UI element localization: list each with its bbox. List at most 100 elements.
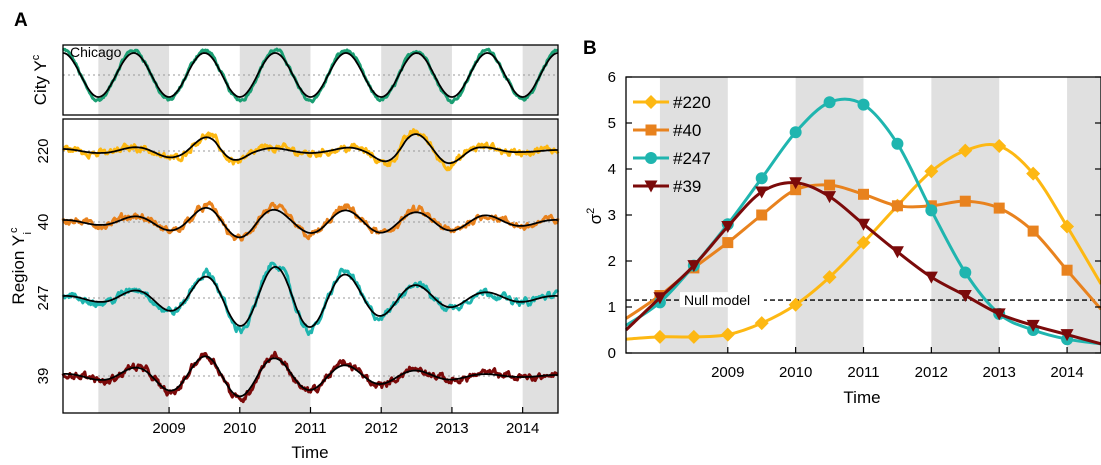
series-39-point-6 — [823, 191, 837, 204]
series-247-point-5 — [789, 126, 802, 139]
panel-a: A 2009 2010 2011 2012 2013 2014 220 40 247 39 Ch… — [8, 10, 560, 462]
series-40-point-7 — [858, 188, 869, 200]
panel-a-row-labels: 220 40 247 39 — [35, 138, 52, 384]
series-247-point-7 — [857, 98, 870, 111]
legend-marker-247 — [645, 152, 657, 164]
panel-b-x-tick-label-2012: 2012 — [915, 364, 948, 381]
null-model-label-bg — [680, 292, 764, 308]
series-39 — [624, 177, 1101, 346]
panel-a-x-axis-title: Time — [291, 443, 328, 462]
series-40-point-10 — [959, 195, 971, 207]
panel-a-x-axis: 2009 2010 2011 2012 2013 2014 — [152, 407, 539, 437]
series-40-point-12 — [1027, 225, 1039, 237]
panel-b-x-tick-label-2013: 2013 — [983, 364, 1016, 381]
legend-marker-220 — [644, 95, 658, 109]
series-39-point-10 — [958, 290, 972, 302]
series-220-point-12 — [1026, 166, 1041, 181]
series-247-point-9 — [925, 204, 938, 217]
series-220-point-7 — [856, 235, 871, 250]
panel-a-x-tick-label-2010: 2010 — [223, 420, 256, 437]
panel-b: B Null model 0 1 2 3 4 5 6 2009 2010 2011 2012 201… — [583, 38, 1101, 407]
panel-b-shade-2 — [931, 77, 1000, 353]
city-chicago-fit-line — [62, 52, 559, 98]
panel-b-y-tick-label-3: 3 — [608, 207, 616, 224]
series-39-point-5 — [789, 177, 803, 190]
series-247-point-6 — [823, 96, 836, 109]
panel-a-region-shade-2 — [381, 119, 452, 413]
panel-b-legend: #220 #40 #247 #39 — [633, 93, 711, 196]
panel-b-series — [624, 96, 1101, 346]
panel-b-y-axis-title: σ2 — [585, 208, 605, 225]
panel-b-y-tick-label-4: 4 — [608, 161, 616, 178]
region-220-raw-line — [61, 128, 560, 172]
series-40-point-6 — [824, 179, 836, 191]
panel-a-city-shade-2 — [381, 45, 452, 115]
series-220-point-3 — [720, 327, 735, 342]
panel-b-y-tick-label-5: 5 — [608, 115, 616, 132]
series-39-point-11 — [992, 308, 1006, 321]
city-annotation: Chicago — [70, 44, 122, 60]
series-220-point-2 — [686, 329, 701, 344]
series-220-point-4 — [754, 316, 769, 331]
series-40-point-11 — [993, 202, 1005, 214]
region-row-label-39: 39 — [35, 368, 52, 385]
series-220-point-9 — [924, 164, 939, 179]
legend-marker-39 — [644, 180, 658, 193]
region-247-fit-line — [63, 266, 558, 328]
legend-label-40: #40 — [673, 121, 701, 140]
region-220-fit-line — [63, 133, 558, 165]
panel-b-x-tick-label-2009: 2009 — [711, 364, 744, 381]
panel-a-city-shade-1 — [239, 45, 311, 115]
series-40-point-3 — [722, 237, 734, 249]
series-247-point-10 — [959, 266, 972, 279]
series-39-point-9 — [924, 271, 938, 284]
panel-a-x-tick-label-2012: 2012 — [365, 420, 398, 437]
panel-b-y-axis: 0 1 2 3 4 5 6 — [608, 69, 1101, 362]
region-row-label-247: 247 — [35, 285, 52, 310]
series-39-point-2 — [687, 260, 701, 273]
series-220-point-13 — [1060, 219, 1075, 234]
panel-a-curves — [61, 47, 560, 404]
series-40-point-4 — [756, 209, 768, 221]
series-40-point-5 — [790, 184, 802, 196]
series-220-point-5 — [788, 297, 803, 312]
series-247-point-8 — [891, 137, 904, 150]
series-220-point-11 — [992, 139, 1007, 153]
region-row-label-220: 220 — [35, 138, 52, 163]
panel-b-y-tick-label-2: 2 — [608, 253, 616, 270]
legend-label-39: #39 — [673, 177, 701, 196]
panel-b-y-tick-label-0: 0 — [608, 345, 616, 362]
series-39-point-7 — [857, 218, 870, 231]
panel-a-x-tick-label-2011: 2011 — [294, 420, 326, 437]
panel-a-city-shade-0 — [98, 45, 170, 115]
legend-label-247: #247 — [673, 149, 711, 168]
panel-b-y-tick-label-1: 1 — [608, 299, 616, 316]
panel-b-x-axis: 2009 2010 2011 2012 2013 2014 — [711, 347, 1084, 381]
legend-marker-40 — [645, 124, 657, 136]
panel-a-x-tick-label-2013: 2013 — [435, 420, 468, 437]
series-39-point-1 — [653, 292, 667, 305]
series-39-point-12 — [1026, 319, 1040, 332]
panel-a-region-shade-3 — [522, 119, 558, 413]
region-row-label-40: 40 — [35, 214, 52, 231]
series-40-point-8 — [891, 200, 903, 212]
series-39-point-8 — [890, 246, 904, 259]
region-40-fit-line — [63, 207, 558, 239]
series-40-point-13 — [1061, 264, 1073, 276]
series-39-point-4 — [755, 186, 769, 199]
panel-a-x-tick-label-2014: 2014 — [506, 420, 539, 437]
panel-b-x-axis-title: Time — [843, 388, 880, 407]
region-y-axis-title: Region Yci — [8, 227, 34, 305]
panel-a-letter: A — [14, 10, 28, 31]
series-39-point-3 — [721, 221, 735, 233]
city-y-axis-title: City Yc — [30, 54, 50, 105]
series-220-point-10 — [958, 143, 973, 158]
panel-b-letter: B — [583, 38, 597, 59]
panel-b-x-tick-label-2010: 2010 — [779, 364, 812, 381]
panel-a-x-tick-label-2009: 2009 — [152, 420, 185, 437]
panel-a-city-frame — [62, 44, 559, 116]
panel-b-x-tick-label-2011: 2011 — [847, 364, 879, 381]
series-39-point-13 — [1060, 329, 1074, 342]
region-39-fit-line — [63, 355, 558, 398]
